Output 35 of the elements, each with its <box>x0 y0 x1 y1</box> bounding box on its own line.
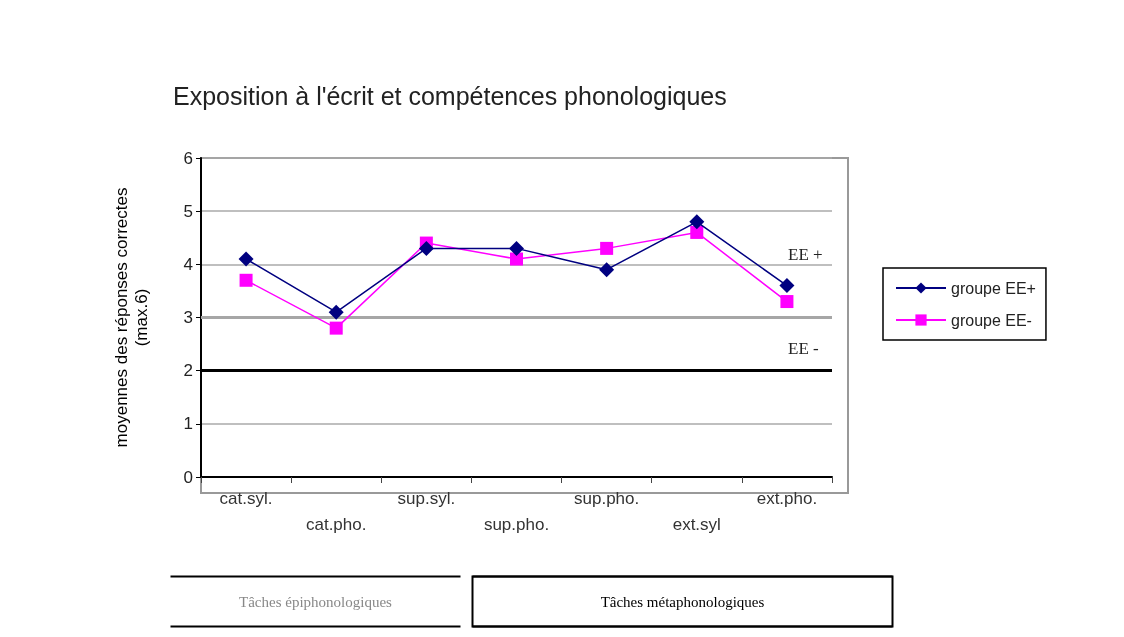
annotation: EE - <box>788 338 820 358</box>
chart-title: Exposition à l'écrit et compétences phonologiques <box>173 81 727 110</box>
y-axis-title: moyennes des réponses correctes (max.6) <box>111 187 151 448</box>
point <box>239 273 253 287</box>
y-tick-label: 1 <box>183 414 193 434</box>
point <box>510 252 523 266</box>
point <box>690 225 704 239</box>
point <box>599 262 615 278</box>
legend-label: groupe EE+ <box>951 279 1036 297</box>
x-tick-label: ext.pho. <box>756 488 818 508</box>
point <box>600 241 614 255</box>
y-tick-label: 5 <box>183 201 193 221</box>
point <box>329 321 343 335</box>
y-tick-label: 2 <box>183 361 193 381</box>
point <box>238 251 254 267</box>
point <box>328 304 344 320</box>
x-tick-label: sup.pho. <box>574 488 640 508</box>
point <box>418 240 434 256</box>
point <box>689 214 705 230</box>
x-tick-label: sup.syl. <box>397 488 456 508</box>
point <box>509 240 524 256</box>
x-tick-label: cat.pho. <box>305 514 367 534</box>
point <box>780 295 794 309</box>
point <box>779 278 795 294</box>
annotation: EE + <box>788 244 823 264</box>
y-tick-label: 0 <box>183 467 193 487</box>
text: Tâches épiphonologiques <box>239 593 393 610</box>
y-tick-label: 4 <box>183 254 193 274</box>
text: Tâches métaphonologiques <box>600 593 765 610</box>
y-tick-label: 3 <box>183 308 193 327</box>
x-tick-label: ext.syl <box>672 514 721 534</box>
x-tick-label: cat.syl. <box>219 488 273 508</box>
legend-label: groupe EE- <box>951 311 1032 329</box>
y-tick-label: 6 <box>183 148 193 168</box>
x-tick-label: sup.pho. <box>483 514 550 534</box>
